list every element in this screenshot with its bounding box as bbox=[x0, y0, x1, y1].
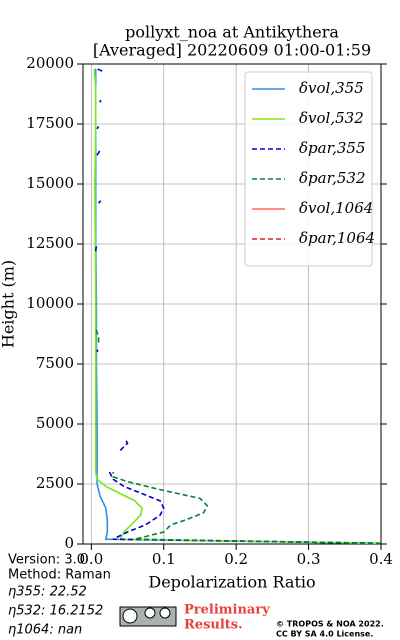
y-tick-label: 10000 bbox=[26, 294, 74, 312]
legend-label: δvol,355 bbox=[299, 79, 364, 97]
cc-logo bbox=[119, 606, 177, 627]
y-tick-label: 0 bbox=[64, 534, 74, 552]
plot-frame bbox=[82, 63, 382, 545]
data-line bbox=[94, 68, 381, 544]
x-tick-label: 0.0 bbox=[79, 550, 103, 568]
y-tick-label: 20000 bbox=[26, 54, 74, 72]
chart-title: pollyxt_noa at Antikythera bbox=[125, 23, 339, 42]
y-tick-label: 17500 bbox=[26, 114, 74, 132]
note: Version: 3.0 bbox=[8, 553, 85, 568]
y-tick-label: 7500 bbox=[36, 354, 74, 372]
y-tick-label: 15000 bbox=[26, 174, 74, 192]
legend-label: δvol,532 bbox=[299, 109, 364, 127]
x-tick-label: 0.4 bbox=[369, 550, 393, 568]
note: η355: 22.52 bbox=[8, 585, 87, 600]
legend-label: δpar,1064 bbox=[299, 229, 375, 247]
data-line bbox=[93, 68, 381, 544]
note: η532: 16.2152 bbox=[8, 604, 103, 619]
x-tick-label: 0.1 bbox=[152, 550, 176, 568]
y-tick-label: 12500 bbox=[26, 234, 74, 252]
y-tick-label: 5000 bbox=[36, 414, 74, 432]
copyright: CC BY SA 4.0 License. bbox=[276, 630, 373, 639]
x-axis-label: Depolarization Ratio bbox=[148, 573, 315, 592]
data-line bbox=[94, 327, 381, 544]
legend-label: δpar,532 bbox=[299, 169, 366, 187]
note: η1064: nan bbox=[8, 623, 82, 638]
x-tick-label: 0.3 bbox=[297, 550, 321, 568]
legend-label: δpar,355 bbox=[299, 139, 366, 157]
plot-area bbox=[93, 68, 381, 544]
legend-box bbox=[244, 71, 373, 267]
copyright: © TROPOS & NOA 2022. bbox=[276, 620, 384, 629]
preliminary-note: Results. bbox=[184, 618, 243, 633]
x-tick-label: 0.2 bbox=[224, 550, 248, 568]
preliminary-note: Preliminary bbox=[184, 603, 270, 618]
legend-label: δvol,1064 bbox=[299, 199, 373, 217]
chart-title: [Averaged] 20220609 01:00-01:59 bbox=[93, 41, 371, 60]
y-tick-label: 2500 bbox=[36, 474, 74, 492]
note: Method: Raman bbox=[8, 568, 111, 583]
y-axis-label: Height (m) bbox=[0, 260, 18, 348]
